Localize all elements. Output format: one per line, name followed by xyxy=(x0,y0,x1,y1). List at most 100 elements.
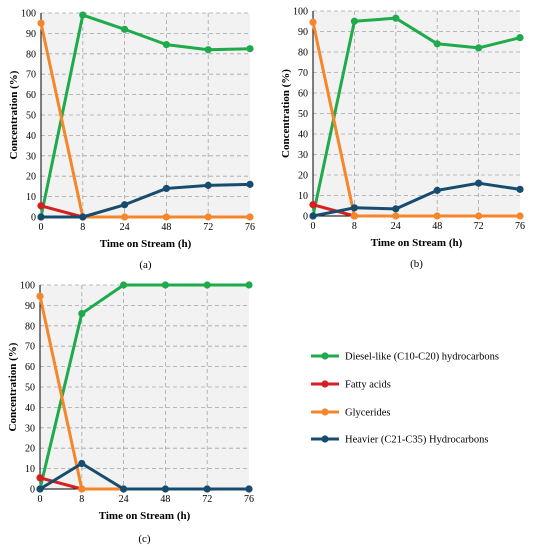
y-tick-label: 10 xyxy=(298,191,308,202)
x-tick-label: 76 xyxy=(515,221,525,232)
y-tick-label: 10 xyxy=(25,464,35,475)
legend-item-glycerides: Glycerides xyxy=(311,408,390,419)
x-tick-label: 24 xyxy=(119,494,129,505)
data-point-diesel xyxy=(516,34,524,42)
x-tick-label: 8 xyxy=(79,494,84,505)
x-tick-label: 8 xyxy=(80,222,85,233)
data-point-diesel xyxy=(246,45,254,53)
data-point-glycerides xyxy=(121,213,129,221)
data-point-heavier xyxy=(204,181,212,189)
data-point-heavier xyxy=(246,180,254,188)
panel-label: (a) xyxy=(139,259,152,271)
data-point-diesel xyxy=(350,17,358,25)
y-tick-label: 100 xyxy=(293,7,308,18)
x-tick-label: 48 xyxy=(160,494,170,505)
data-point-diesel xyxy=(203,281,211,289)
data-point-fatty xyxy=(309,201,317,209)
legend-label: Heavier (C21-C35) Hydrocarbons xyxy=(345,435,488,446)
y-tick-label: 70 xyxy=(25,342,35,353)
data-point-heavier xyxy=(36,485,44,493)
y-tick-label: 100 xyxy=(20,281,35,292)
data-point-diesel xyxy=(120,281,128,289)
x-tick-label: 8 xyxy=(352,221,357,232)
y-axis-title: Concentration (%) xyxy=(8,70,20,159)
data-point-glycerides xyxy=(78,485,86,493)
legend-swatch-marker xyxy=(321,380,329,388)
data-point-glycerides xyxy=(36,292,44,300)
chart-panel: 0 10 20 30 40 50 60 70 80 90 100 0 8 24 48 72 76 Time on … xyxy=(8,9,255,272)
y-tick-label: 60 xyxy=(298,89,308,100)
y-tick-label: 30 xyxy=(25,423,35,434)
legend-item-fatty: Fatty acids xyxy=(311,380,391,391)
legend: Diesel-like (C10-C20) hydrocarbons Fatty … xyxy=(311,352,499,446)
series-line-heavier xyxy=(41,182,251,219)
y-tick-label: 60 xyxy=(25,362,35,373)
y-tick-label: 100 xyxy=(21,9,36,20)
data-point-diesel xyxy=(79,11,87,19)
chart-panel: 0 10 20 30 40 50 60 70 80 90 100 0 8 24 48 72 76 Time on … xyxy=(7,281,254,546)
data-point-glycerides xyxy=(350,212,358,220)
legend-swatch-marker xyxy=(321,435,329,443)
legend-item-heavier: Heavier (C21-C35) Hydrocarbons xyxy=(311,435,488,446)
data-point-fatty xyxy=(37,202,45,210)
data-point-heavier xyxy=(79,213,87,221)
y-tick-label: 10 xyxy=(26,192,36,203)
y-tick-label: 0 xyxy=(30,485,35,496)
legend-label: Glycerides xyxy=(345,408,390,419)
series-line-fatty xyxy=(312,203,355,218)
y-tick-label: 50 xyxy=(298,109,308,120)
data-point-diesel xyxy=(475,44,483,52)
y-tick-label: 0 xyxy=(31,213,36,224)
y-tick-label: 80 xyxy=(25,321,35,332)
y-tick-label: 20 xyxy=(26,172,36,183)
data-point-diesel xyxy=(433,40,441,48)
data-point-heavier xyxy=(392,205,400,213)
y-tick-label: 40 xyxy=(25,403,35,414)
y-tick-label: 90 xyxy=(25,301,35,312)
y-tick-label: 90 xyxy=(26,29,36,40)
data-point-diesel xyxy=(78,309,86,318)
y-tick-label: 30 xyxy=(298,150,308,161)
data-point-diesel xyxy=(121,25,129,33)
data-point-diesel xyxy=(162,41,170,49)
data-point-heavier xyxy=(309,212,317,220)
legend-label: Diesel-like (C10-C20) hydrocarbons xyxy=(345,352,499,363)
data-point-heavier xyxy=(245,485,253,493)
x-axis-title: Time on Stream (h) xyxy=(371,237,463,249)
series-heavier xyxy=(309,179,524,220)
x-tick-label: 76 xyxy=(245,222,255,233)
data-point-heavier xyxy=(203,485,211,493)
series-heavier xyxy=(37,180,254,221)
data-point-glycerides xyxy=(162,213,170,221)
data-point-heavier xyxy=(433,186,441,194)
y-tick-label: 20 xyxy=(298,171,308,182)
y-tick-label: 40 xyxy=(26,131,36,142)
data-point-heavier xyxy=(78,459,86,468)
data-point-glycerides xyxy=(204,213,212,221)
y-tick-label: 40 xyxy=(298,130,308,141)
y-tick-label: 30 xyxy=(26,151,36,162)
y-tick-label: 50 xyxy=(25,383,35,394)
y-tick-label: 70 xyxy=(298,68,308,79)
series-glycerides xyxy=(309,18,524,220)
data-point-diesel xyxy=(204,46,212,54)
data-point-heavier xyxy=(37,213,45,221)
series-line-heavier xyxy=(39,462,249,491)
x-tick-label: 0 xyxy=(38,494,43,505)
x-axis-title: Time on Stream (h) xyxy=(100,238,192,250)
data-point-glycerides xyxy=(246,213,254,221)
x-tick-label: 24 xyxy=(120,222,130,233)
x-axis-title: Time on Stream (h) xyxy=(99,510,191,522)
series-line-diesel xyxy=(39,13,251,218)
y-tick-label: 70 xyxy=(26,70,36,81)
data-point-heavier xyxy=(516,185,524,193)
series-diesel xyxy=(309,14,524,220)
legend-swatch-marker xyxy=(321,352,329,360)
x-tick-label: 72 xyxy=(202,494,212,505)
data-point-glycerides xyxy=(37,19,45,27)
data-point-glycerides xyxy=(392,212,400,220)
y-tick-label: 90 xyxy=(298,27,308,38)
data-point-fatty xyxy=(36,474,44,482)
